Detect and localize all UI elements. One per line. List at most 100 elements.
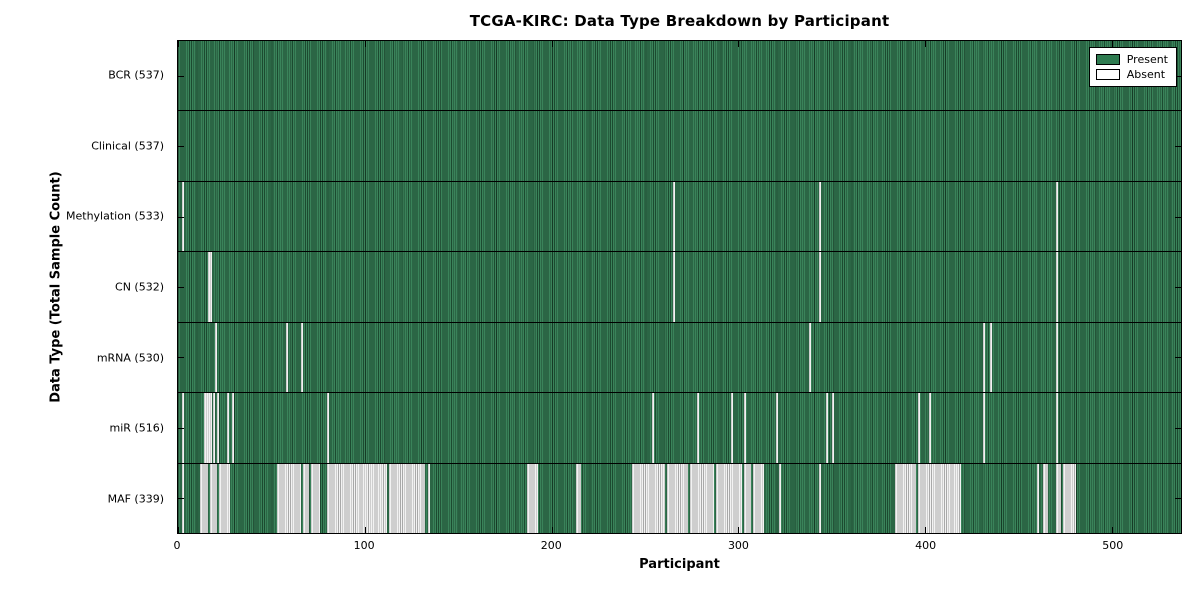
x-tick-labels: 0 100 200 300 400 500 [174, 539, 1182, 555]
absent-stripe [209, 393, 212, 463]
absent-stripe [213, 393, 216, 463]
y-tick-label: BCR (537) [108, 68, 164, 82]
row-cn [178, 252, 1181, 323]
y-tick-mark [178, 146, 184, 148]
y-tick-mark [1175, 427, 1181, 429]
row-maf [178, 463, 1181, 533]
absent-stripe [990, 322, 993, 393]
absent-stripe [1063, 463, 1077, 533]
y-tick-mark [1175, 497, 1181, 499]
absent-stripe [286, 322, 289, 393]
absent-stripe [206, 393, 209, 463]
x-tick-mark [738, 41, 740, 47]
y-tick-mark [178, 357, 184, 359]
y-tick-mark [1175, 76, 1181, 78]
y-tick-mark [178, 427, 184, 429]
absent-stripe [207, 393, 210, 463]
absent-stripe [631, 463, 666, 533]
absent-stripe [575, 463, 582, 533]
x-tick-label: 300 [727, 539, 749, 552]
absent-stripe [1037, 463, 1040, 533]
y-tick-mark [1175, 357, 1181, 359]
absent-stripe [215, 322, 218, 393]
y-tick-labels: BCR (537) Clinical (537) Methylation (533)… [0, 40, 170, 534]
x-tick-mark [551, 41, 553, 47]
legend-swatch-absent-icon [1095, 69, 1120, 80]
x-axis-title: Participant [639, 557, 720, 572]
legend: Present Absent [1088, 47, 1177, 87]
plot-area: Present Absent [177, 40, 1182, 534]
y-tick-label: Clinical (537) [91, 139, 164, 153]
y-tick-label: Methylation (533) [66, 209, 164, 223]
y-tick-mark [178, 76, 184, 78]
absent-stripe [327, 463, 388, 533]
x-tick-label: 200 [540, 539, 562, 552]
absent-stripe [818, 181, 821, 252]
absent-stripe [207, 252, 210, 322]
absent-stripe [818, 463, 821, 533]
row-methylation [178, 181, 1181, 253]
absent-stripe [219, 463, 231, 533]
x-tick-label: 500 [1102, 539, 1124, 552]
absent-stripe [1055, 463, 1062, 533]
legend-item-present: Present [1095, 53, 1168, 66]
x-tick-mark [364, 527, 366, 533]
absent-stripe [303, 463, 309, 533]
y-tick-label: miR (516) [109, 421, 165, 435]
absent-stripe [753, 463, 765, 533]
legend-label-absent: Absent [1126, 68, 1166, 81]
chart-title: TCGA-KIRC: Data Type Breakdown by Partic… [469, 12, 890, 30]
legend-label-present: Present [1126, 53, 1168, 66]
x-tick-mark [1111, 527, 1113, 533]
absent-stripe [209, 463, 218, 533]
absent-stripe [779, 463, 782, 533]
x-tick-mark [925, 527, 927, 533]
absent-stripe [301, 322, 304, 393]
absent-stripe [217, 393, 220, 463]
absent-stripe [1055, 322, 1058, 393]
y-tick-label: CN (532) [115, 280, 164, 294]
heatmap-rows [178, 41, 1181, 533]
absent-stripe [697, 393, 700, 463]
row-clinical [178, 111, 1181, 182]
absent-stripe [226, 393, 229, 463]
y-tick-mark [1175, 287, 1181, 288]
absent-stripe [327, 393, 330, 463]
x-tick-mark [1111, 41, 1113, 47]
x-tick-mark [178, 41, 179, 47]
x-tick-mark [364, 41, 366, 47]
absent-stripe [928, 393, 931, 463]
absent-stripe [527, 463, 539, 533]
y-tick-mark [178, 287, 184, 288]
absent-stripe [743, 393, 746, 463]
absent-stripe [689, 463, 715, 533]
x-tick-label: 400 [915, 539, 937, 552]
y-tick-label: mRNA (530) [96, 351, 164, 365]
absent-stripe [983, 322, 985, 393]
absent-stripe [667, 463, 688, 533]
y-tick-label: MAF (339) [107, 492, 164, 506]
legend-item-absent: Absent [1095, 68, 1168, 81]
absent-stripe [983, 393, 985, 463]
legend-swatch-present-icon [1095, 54, 1120, 65]
absent-stripe [895, 463, 916, 533]
absent-stripe [232, 393, 235, 463]
y-tick-mark [178, 497, 184, 499]
absent-stripe [809, 322, 812, 393]
absent-stripe [831, 393, 834, 463]
absent-stripe [200, 463, 208, 533]
absent-stripe [310, 463, 320, 533]
absent-stripe [276, 463, 302, 533]
row-mrna [178, 322, 1181, 394]
absent-stripe [917, 463, 961, 533]
absent-stripe [715, 463, 743, 533]
absent-stripe [1055, 393, 1058, 463]
absent-stripe [818, 252, 821, 322]
absent-stripe [672, 252, 675, 322]
absent-stripe [181, 181, 184, 252]
absent-stripe [209, 252, 212, 322]
x-tick-mark [178, 527, 179, 533]
x-tick-label: 100 [353, 539, 375, 552]
absent-stripe [204, 393, 207, 463]
